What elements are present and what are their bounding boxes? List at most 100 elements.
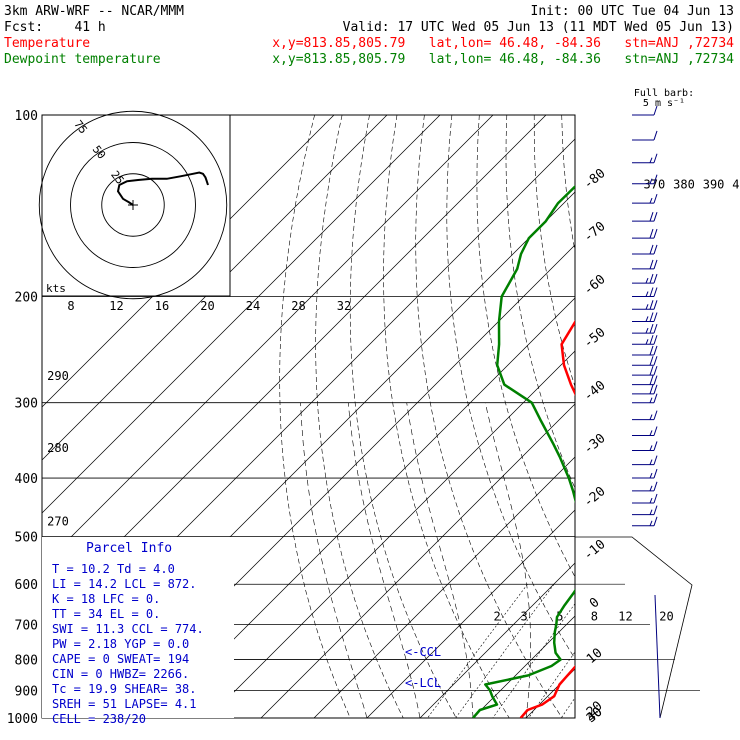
wind-barb-half xyxy=(645,339,649,345)
mixing-ratio-line xyxy=(604,584,694,718)
dry-adiabat xyxy=(644,115,740,718)
mixing-ratio-line xyxy=(560,697,575,718)
isotherm-line xyxy=(42,115,335,408)
hodograph-scale: 8 12 16 20 24 28 32 xyxy=(67,299,351,313)
wind-barb-full xyxy=(653,287,658,297)
wind-barb-full xyxy=(649,312,654,322)
isotherm-line xyxy=(579,115,740,718)
isotherm-line xyxy=(42,115,441,514)
isotherm-label: -10 xyxy=(581,537,609,564)
wind-barb-half xyxy=(649,157,653,163)
pressure-label: 300 xyxy=(15,397,38,412)
parcel-info-title: Parcel Info xyxy=(86,541,172,556)
wind-barb-full xyxy=(649,287,654,297)
isotherm-line xyxy=(260,403,575,718)
isotherm-label: -20 xyxy=(581,484,609,511)
wind-barb-full xyxy=(649,323,654,334)
wind-barb-full xyxy=(649,365,654,376)
parcel-info-row: Tc = 19.9 SHEAR= 38. xyxy=(52,682,197,696)
wind-barb-full xyxy=(649,212,654,222)
wind-barb-full xyxy=(653,384,658,394)
wind-barb-half xyxy=(645,327,649,334)
hodograph-scale-label: 24 xyxy=(246,299,260,313)
moist-adiabat xyxy=(300,402,368,718)
isotherm-line xyxy=(366,509,575,718)
dewpoint-label: Dewpoint temperature xyxy=(4,52,161,67)
parcel-info-row: SWI = 11.3 CCL = 774. xyxy=(52,622,204,636)
wind-barb-half xyxy=(649,397,653,403)
wind-barb-full xyxy=(653,365,658,376)
wind-barb-full xyxy=(649,244,654,255)
init-time: Init: 00 UTC Tue 04 Jun 13 xyxy=(531,4,735,19)
wind-barb-half xyxy=(649,509,653,515)
parcel-info-panel: Parcel Info T = 10.2 Td = 4.0LI = 14.2 L… xyxy=(42,537,234,726)
wind-barb-full xyxy=(653,212,658,222)
theta-label: 280 xyxy=(47,441,69,455)
isotherm-line xyxy=(207,350,575,718)
background-lines xyxy=(42,115,740,718)
dry-adiabat xyxy=(279,115,351,718)
wind-barb-half xyxy=(649,497,653,504)
mixing-ratio-labels: 2 3 5 8 12 20 xyxy=(494,610,674,624)
temperature-label: Temperature xyxy=(4,36,90,51)
dry-adiabat xyxy=(446,115,575,660)
dry-adiabat xyxy=(589,115,740,718)
isotherm-line xyxy=(472,615,575,718)
isotherm-line xyxy=(42,115,494,567)
valid-time: Valid: 17 UTC Wed 05 Jun 13 (11 MDT Wed … xyxy=(343,20,734,35)
mixing-ratio-line xyxy=(528,651,575,718)
dry-adiabat xyxy=(349,115,457,718)
dry-adiabat xyxy=(315,115,404,718)
wind-barb-full xyxy=(653,174,658,184)
wind-barb-full xyxy=(649,345,654,356)
wind-barb-full xyxy=(653,516,658,526)
moist-adiabat xyxy=(406,402,474,718)
pressure-label: 400 xyxy=(15,472,38,487)
parcel-info-row: TT = 34 EL = 0. xyxy=(52,607,160,621)
wind-barb-full xyxy=(653,356,658,366)
dry-adiabat xyxy=(617,115,740,718)
mixing-ratio-label: 8 xyxy=(591,610,598,624)
isotherm-line xyxy=(313,456,575,718)
wind-barb-full xyxy=(653,273,658,284)
isotherm-line xyxy=(419,562,575,718)
forecast-hour: Fcst: 41 h xyxy=(4,20,106,35)
hodograph-ring-label: 50 xyxy=(90,143,108,161)
wind-barb-full xyxy=(653,493,658,504)
plot-frame xyxy=(41,114,576,719)
parcel-info-row: CIN = 0 HWBZ= 2266. xyxy=(52,667,189,681)
theta-labels: 370380390400410420430440290280270 xyxy=(47,178,740,529)
isotherm-label: -70 xyxy=(581,219,609,246)
wind-barb-full xyxy=(653,244,658,255)
mixing-ratio-label: 3 xyxy=(521,610,528,624)
level-annotations: <-CCL <-LCL xyxy=(405,645,441,690)
wind-barb-half xyxy=(649,445,653,451)
header: 3km ARW-WRF -- NCAR/MMM Init: 00 UTC Tue… xyxy=(4,4,734,67)
parcel-info-row: PW = 2.18 YGP = 0.0 xyxy=(52,637,189,651)
wind-barb-full xyxy=(653,300,658,310)
wind-barb-half xyxy=(645,291,649,297)
sounding-traces xyxy=(472,184,575,718)
mixing-ratio-label: 2 xyxy=(494,610,501,624)
hodograph-scale-label: 32 xyxy=(337,299,351,313)
theta-label: 390 xyxy=(703,178,725,192)
pressure-axis-labels: 100 200 300 400 500 600 700 800 900 1000 xyxy=(7,109,38,727)
theta-label: 400 xyxy=(732,178,740,192)
wind-barb-half xyxy=(649,472,653,479)
temperature-info: x,y=813.85,805.79 lat,lon= 46.48, -84.36… xyxy=(272,36,734,51)
dewpoint-info: x,y=813.85,805.79 lat,lon= 46.48, -84.36… xyxy=(272,52,734,67)
hodograph-scale-label: 8 xyxy=(67,299,74,313)
wind-barb-half xyxy=(649,520,653,526)
isotherm-label: -80 xyxy=(581,166,609,193)
wind-barb-full xyxy=(653,410,658,420)
pressure-label: 1000 xyxy=(7,712,38,727)
wind-barb-full xyxy=(653,426,658,436)
mixing-ratio-label: 20 xyxy=(659,610,673,624)
wind-barb-full xyxy=(649,228,654,239)
wind-barb-full xyxy=(653,228,658,239)
isotherm-label: 10 xyxy=(584,646,606,668)
isotherm-line xyxy=(685,115,740,718)
wind-barb-half xyxy=(649,178,653,184)
dry-adiabat xyxy=(533,115,575,388)
